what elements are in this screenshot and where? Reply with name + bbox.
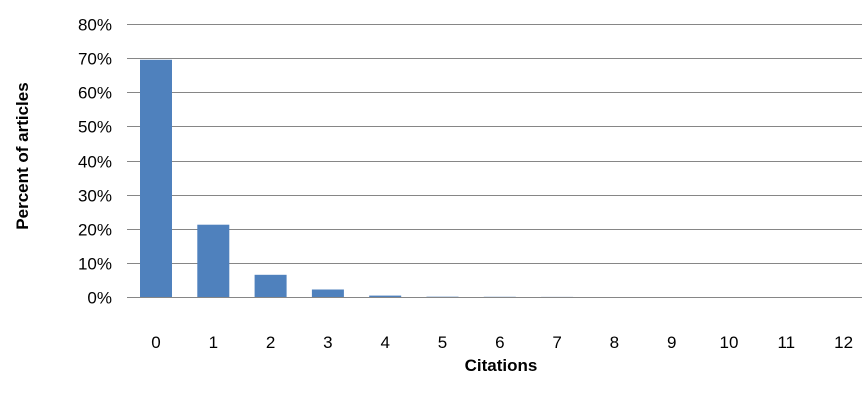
y-tick-label: 0% [87,289,112,308]
bar-0 [140,59,172,297]
x-tick-label: 2 [266,333,275,352]
x-axis-title: Citations [465,356,538,375]
bar-2 [254,274,287,297]
x-tick-label: 1 [209,333,218,352]
x-tick-label: 0 [151,333,160,352]
x-tick-label: 3 [323,333,332,352]
x-tick-labels: 0 1 2 3 4 5 6 7 8 9 10 11 12 [151,333,853,352]
bar-4 [369,295,402,297]
y-tick-label: 50% [78,118,112,137]
y-tick-labels: 0% 10% 20% 30% 40% 50% 60% 70% 80% [78,16,112,308]
x-tick-label: 6 [495,333,504,352]
y-tick-label: 80% [78,16,112,35]
y-tick-label: 20% [78,221,112,240]
y-tick-label: 70% [78,50,112,69]
x-tick-label: 8 [610,333,619,352]
bar-1 [197,224,230,297]
y-axis-title: Percent of articles [13,82,32,229]
y-tick-label: 40% [78,153,112,172]
x-tick-label: 11 [777,333,795,352]
gridlines [127,24,862,298]
x-tick-label: 7 [552,333,561,352]
bars [140,59,574,297]
y-tick-label: 60% [78,84,112,103]
y-tick-label: 10% [78,255,112,274]
x-tick-label: 12 [834,333,853,352]
y-tick-label: 30% [78,187,112,206]
x-tick-label: 10 [720,333,739,352]
x-tick-label: 9 [667,333,676,352]
bar-3 [311,289,344,297]
x-tick-label: 4 [380,333,389,352]
x-tick-label: 5 [438,333,447,352]
